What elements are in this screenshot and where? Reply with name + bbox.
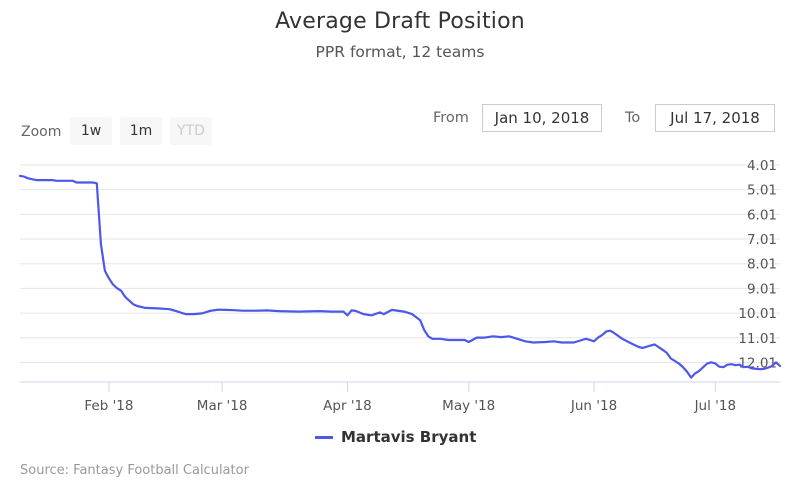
- line-chart: Feb '18 Mar '18 Apr '18 May '18 Jun '18 Jul '…: [18, 158, 782, 414]
- x-tick-label: Mar '18: [197, 398, 248, 414]
- legend-label: Martavis Bryant: [341, 428, 477, 446]
- grid-lines: [20, 164, 780, 363]
- range-from-label: From: [433, 110, 469, 126]
- range-from-input[interactable]: [482, 104, 602, 132]
- x-tick-label: Feb '18: [84, 398, 133, 414]
- x-tick-label: May '18: [442, 398, 495, 414]
- y-tick-label: 8.01: [747, 257, 777, 273]
- y-tick-label: 10.01: [738, 306, 777, 322]
- chart-title: Average Draft Position: [275, 9, 525, 34]
- legend-line-icon: [315, 435, 333, 439]
- y-tick-label: 11.01: [738, 331, 777, 347]
- legend-item[interactable]: Martavis Bryant: [315, 427, 476, 447]
- y-tick-label: 5.01: [747, 183, 777, 199]
- range-to-label: To: [625, 110, 641, 126]
- y-tick-label: 7.01: [747, 232, 777, 248]
- zoom-1w-button[interactable]: 1w: [70, 117, 112, 145]
- zoom-ytd-button: YTD: [170, 117, 212, 145]
- range-to-input[interactable]: [655, 104, 775, 132]
- x-tick-label: Jun '18: [570, 398, 617, 414]
- source-credit: Source: Fantasy Football Calculator: [20, 463, 249, 478]
- zoom-1m-button[interactable]: 1m: [120, 117, 162, 145]
- x-tick-label: Jul '18: [694, 398, 736, 414]
- x-tick-label: Apr '18: [323, 398, 372, 414]
- chart-subtitle: PPR format, 12 teams: [315, 43, 485, 61]
- y-tick-label: 4.01: [747, 158, 777, 174]
- x-axis: Feb '18 Mar '18 Apr '18 May '18 Jun '18 Jul '…: [20, 381, 780, 414]
- series-line-martavis-bryant[interactable]: [18, 174, 782, 379]
- y-tick-label: 6.01: [747, 207, 777, 223]
- zoom-label: Zoom: [21, 124, 62, 140]
- y-tick-label: 9.01: [747, 281, 777, 297]
- series-layer: [18, 174, 782, 379]
